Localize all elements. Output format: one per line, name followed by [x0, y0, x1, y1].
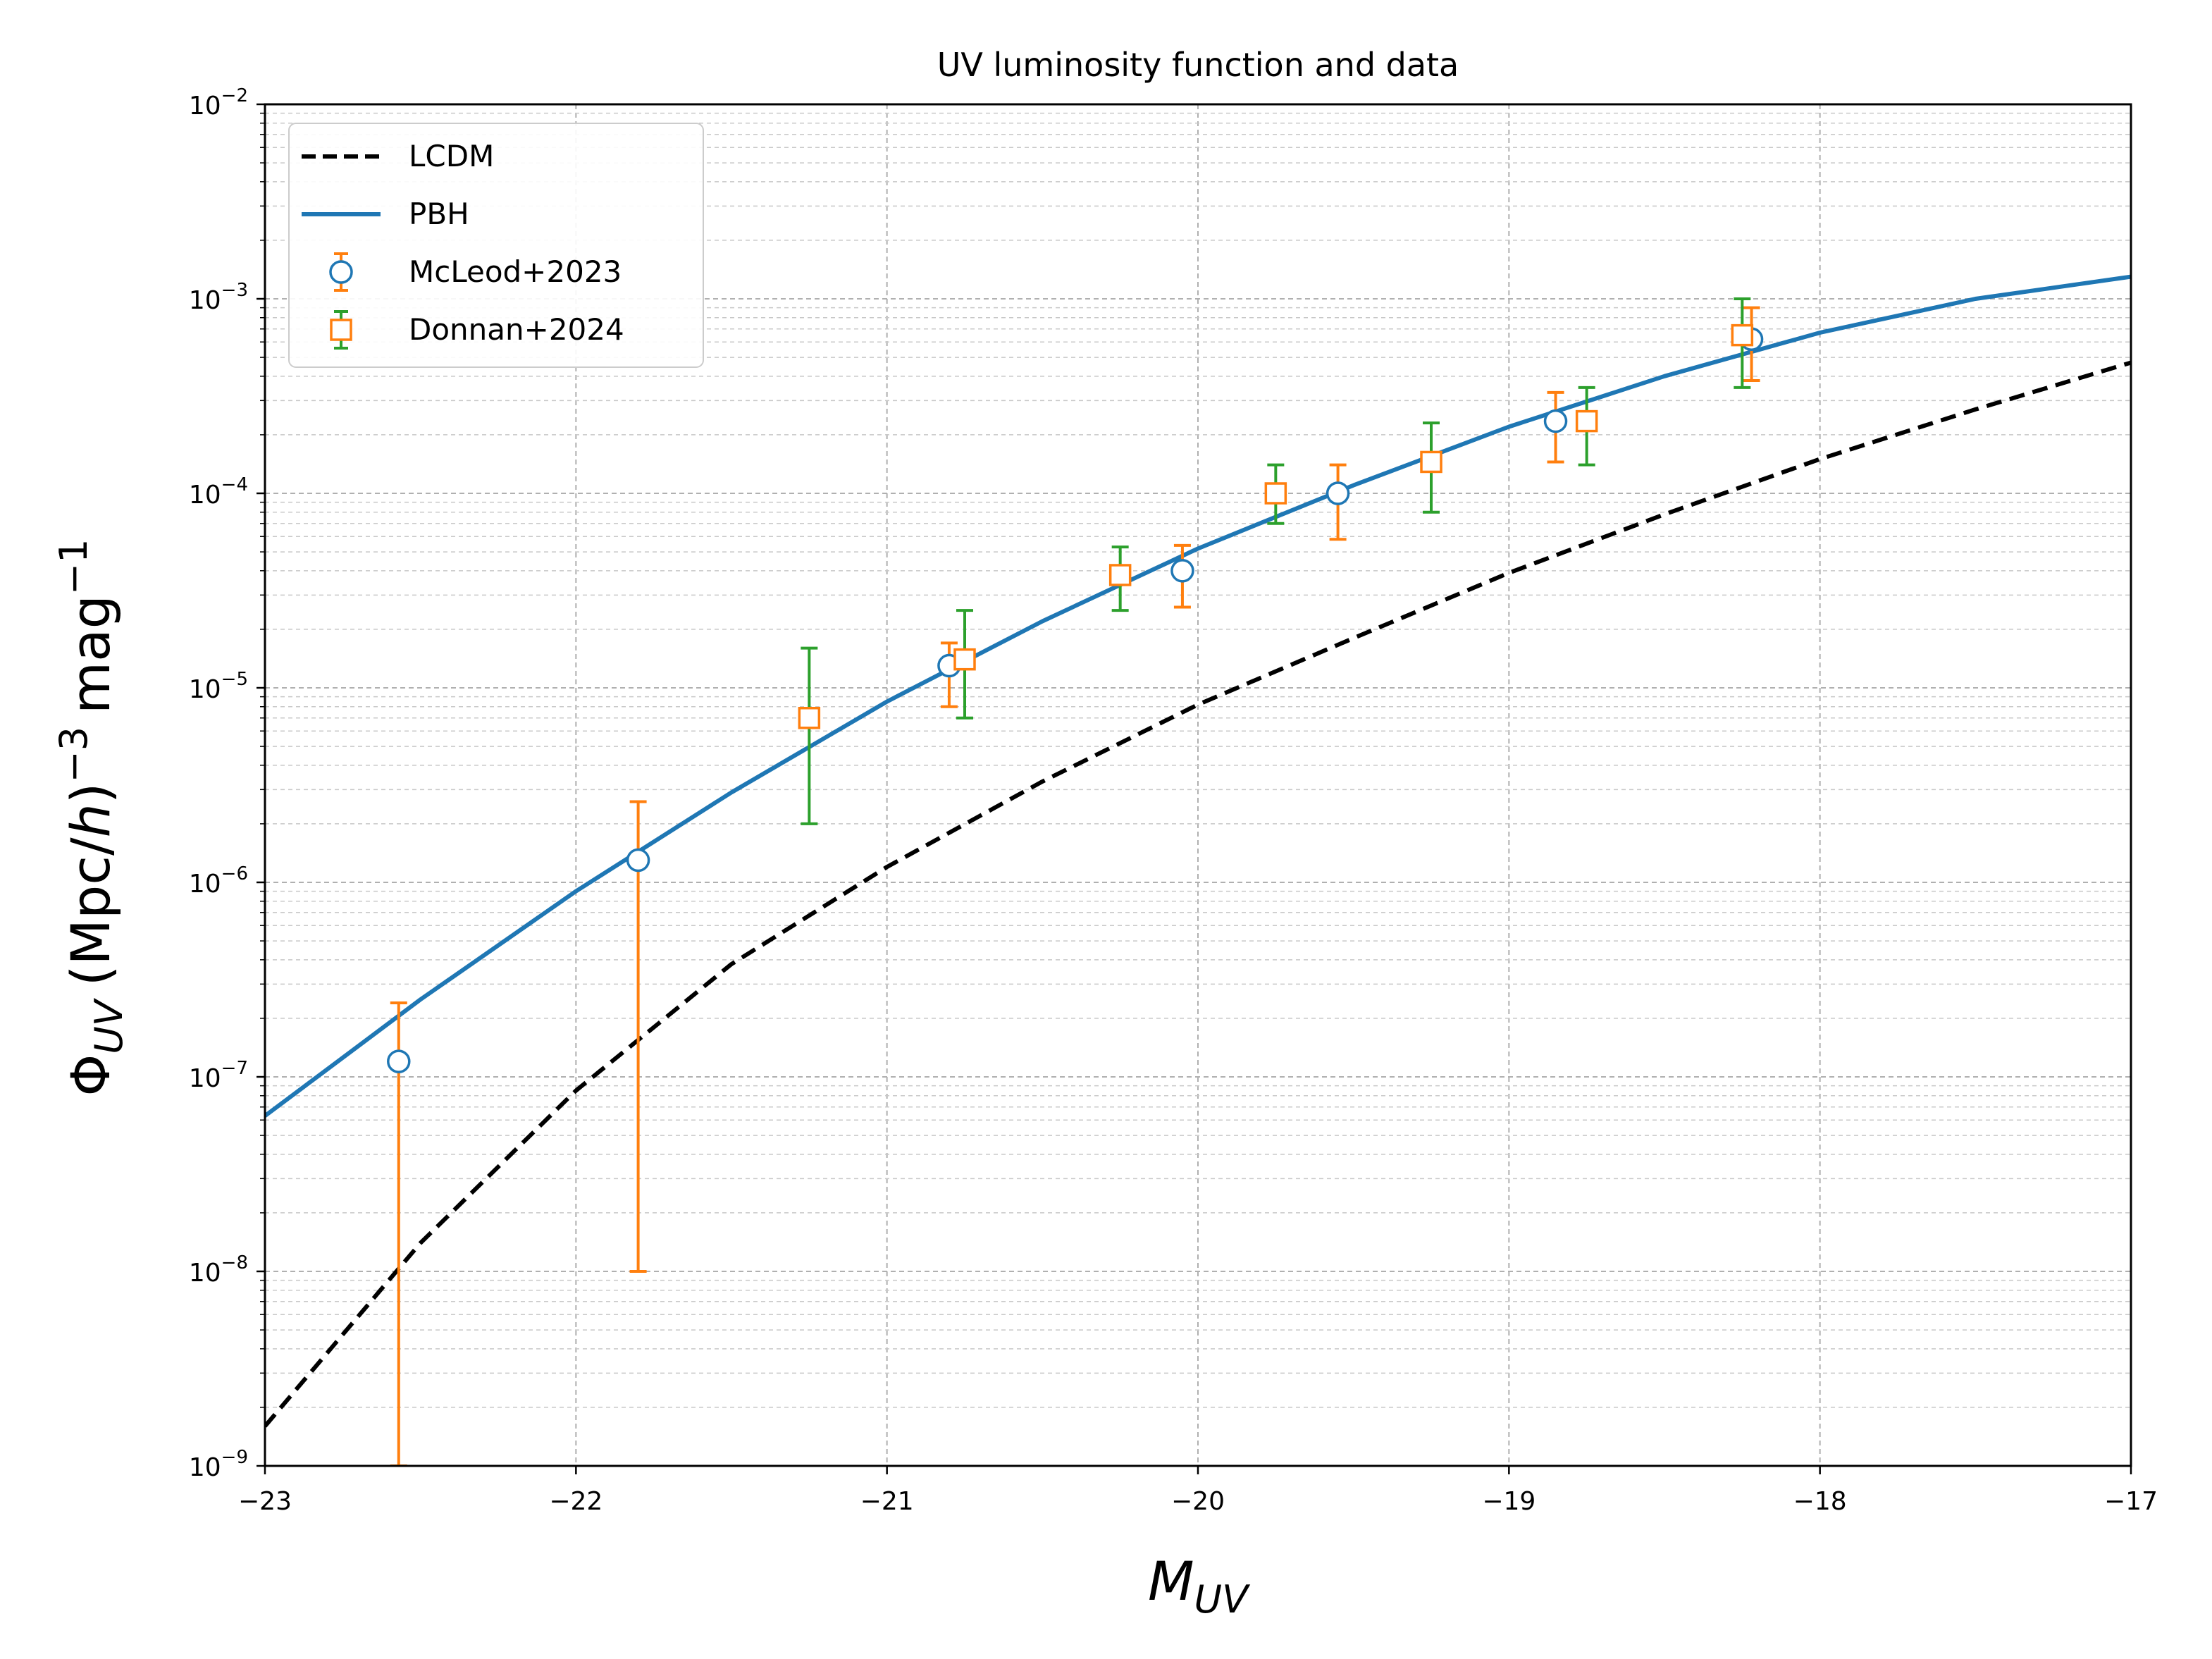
y-tick-label: 10−3: [189, 280, 248, 315]
legend-label-mcleod: McLeod+2023: [409, 254, 622, 289]
x-tick-label: −22: [549, 1487, 603, 1516]
mcleod-2023-point: [626, 848, 650, 872]
y-axis-label: ΦUV (Mpc/h)−3 mag−1: [51, 538, 131, 1096]
x-axis-label-sub: UV: [1194, 1577, 1252, 1622]
legend-swatch-donnan-marker: [330, 319, 352, 341]
mcleod-2023-point: [1543, 409, 1568, 433]
y-axis-label-exp1: −3: [51, 727, 96, 783]
curve-lcdm: [265, 360, 2131, 1428]
y-tick-label: 10−7: [189, 1058, 248, 1093]
y-tick-label: 10−2: [189, 85, 248, 121]
legend-label-lcdm: LCDM: [409, 139, 494, 173]
x-tick-label: −17: [2104, 1487, 2158, 1516]
x-axis-label: MUV: [1148, 1550, 1251, 1622]
x-axis-label-main: M: [1148, 1550, 1194, 1612]
donnan-2024-point: [1108, 564, 1132, 586]
curve-pbh: [265, 274, 2131, 1118]
y-tick-label: 10−4: [189, 474, 248, 510]
chart-title: UV luminosity function and data: [937, 46, 1459, 84]
legend-label-pbh: PBH: [409, 197, 469, 231]
y-axis-label-phi-sub: UV: [87, 997, 131, 1054]
x-tick-label: −19: [1482, 1487, 1536, 1516]
y-axis-label-phi: Φ: [59, 1054, 122, 1097]
legend-box: [288, 123, 704, 368]
donnan-2024-point: [1575, 409, 1598, 433]
y-tick-label: 10−6: [189, 863, 248, 899]
x-tick-label: −18: [1793, 1487, 1847, 1516]
y-tick-label: 10−8: [189, 1252, 248, 1288]
donnan-2024-point: [1420, 450, 1442, 474]
y-tick-label: 10−9: [189, 1447, 248, 1482]
donnan-2024-point: [1264, 482, 1287, 505]
x-tick-label: −23: [238, 1487, 292, 1516]
y-axis-label-units-b: ): [59, 783, 122, 804]
y-axis-label-units-h: h: [59, 803, 122, 837]
y-axis-label-mag: mag: [59, 595, 122, 714]
legend-swatch-mcleod-marker: [329, 260, 353, 284]
legend: LCDM PBH McLeod+2023 Donnan+2024: [288, 123, 704, 368]
data-layer: [265, 274, 2131, 1466]
mcleod-2023-point: [1326, 481, 1350, 505]
x-tick-label: −21: [860, 1487, 914, 1516]
x-tick-label: −20: [1171, 1487, 1225, 1516]
donnan-2024-point: [1731, 323, 1754, 347]
donnan-2024-point: [953, 648, 976, 671]
y-axis-label-units-a: (Mpc/: [59, 837, 122, 986]
mcleod-2023-point: [1170, 559, 1194, 583]
y-tick-label: 10−5: [189, 669, 248, 704]
y-axis-label-exp2: −1: [51, 538, 96, 595]
legend-label-donnan: Donnan+2024: [409, 312, 624, 347]
mcleod-2023-point: [387, 1049, 411, 1073]
axis-ticks: −23 −22 −21 −20 −19 −18 −17 10−9 10−8 10−7 10−6 10−…: [189, 85, 2158, 1516]
donnan-2024-point: [798, 707, 821, 729]
